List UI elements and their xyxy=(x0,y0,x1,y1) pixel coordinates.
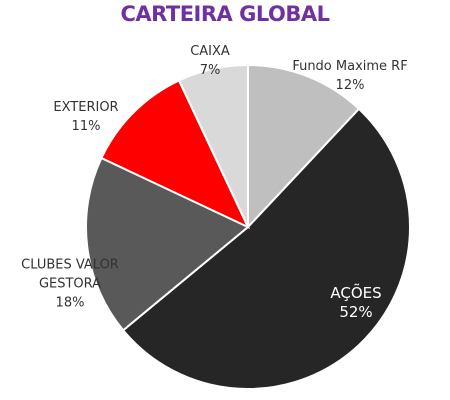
pie-slice xyxy=(247,63,361,230)
pie-slice xyxy=(121,107,411,390)
value-label: 12% xyxy=(335,78,365,93)
slice-label: Fundo Maxime RF 12% xyxy=(280,57,420,95)
chart-title: CARTEIRA GLOBAL xyxy=(120,2,330,26)
value-label: 11% xyxy=(71,119,101,134)
slice-label: AÇÕES 52% xyxy=(286,284,426,322)
slice-label: CLUBES VALOR GESTORA 18% xyxy=(15,256,125,313)
category-label: EXTERIOR xyxy=(53,100,119,115)
category-label: CLUBES VALOR GESTORA xyxy=(21,257,119,292)
value-label: 18% xyxy=(55,295,85,311)
category-label: AÇÕES xyxy=(330,284,382,302)
value-label: 52% xyxy=(339,303,373,321)
pie-slice xyxy=(85,156,250,332)
pie-slice xyxy=(177,63,249,228)
slice-label: EXTERIOR 11% xyxy=(16,98,156,136)
value-label: 7% xyxy=(199,63,221,78)
pie-slice xyxy=(100,79,251,230)
category-label: Fundo Maxime RF xyxy=(292,59,408,74)
category-label: CAIXA xyxy=(190,44,230,59)
slice-label: CAIXA 7% xyxy=(140,42,280,80)
